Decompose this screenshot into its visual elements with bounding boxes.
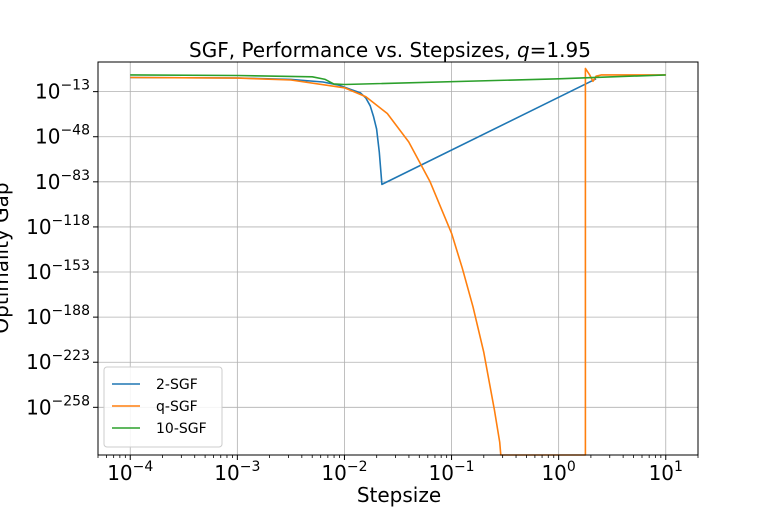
y-tick-base: 10 — [26, 260, 51, 284]
x-tick-base: 10 — [214, 461, 239, 485]
y-tick-exponent: −153 — [52, 258, 90, 274]
x-tick-base: 10 — [541, 461, 566, 485]
y-tick-base: 10 — [26, 395, 51, 419]
y-axis-label: Optimality Gap — [0, 182, 13, 333]
y-tick-label: 10−83 — [35, 168, 90, 194]
legend-label-10-sgf: 10-SGF — [156, 421, 207, 437]
chart-title-q-value: =1.95 — [530, 38, 591, 62]
x-tick-exponent: −3 — [240, 459, 261, 475]
y-tick-base: 10 — [35, 80, 60, 104]
series-line-2-sgf — [130, 76, 597, 186]
y-tick-base: 10 — [26, 350, 51, 374]
x-tick-exponent: −1 — [454, 459, 475, 475]
x-tick-base: 10 — [649, 461, 674, 485]
legend: 2-SGF q-SGF 10-SGF — [103, 366, 223, 448]
y-tick-exponent: −188 — [52, 303, 90, 319]
x-tick-exponent: −4 — [133, 459, 154, 475]
x-tick-label: 10−4 — [107, 459, 153, 485]
legend-label-q-sgf: q-SGF — [156, 399, 198, 415]
x-axis-label: Stepsize — [357, 483, 441, 507]
x-tick-base: 10 — [107, 461, 132, 485]
series-layer — [130, 67, 666, 456]
x-tick-label: 10−1 — [429, 459, 475, 485]
legend-label-2-sgf: 2-SGF — [156, 377, 198, 393]
y-tick-exponent: −83 — [60, 168, 90, 184]
y-tick-label: 10−48 — [35, 123, 90, 149]
grid-layer — [98, 62, 698, 455]
y-tick-label: 10−13 — [35, 78, 90, 104]
chart-title-q-symbol: q — [517, 38, 530, 62]
x-tick-label: 100 — [541, 459, 575, 485]
plot-frame — [97, 61, 699, 456]
series-line-10-sgf — [130, 74, 666, 86]
x-tick-exponent: 1 — [674, 459, 683, 475]
x-tick-exponent: 0 — [567, 459, 576, 475]
x-tick-exponent: −2 — [347, 459, 368, 475]
legend-box — [103, 366, 223, 448]
y-tick-label: 10−223 — [26, 348, 90, 374]
tick-layer: 10−4 10−3 10−2 10−1 100 10110−1310−4810−8310−… — [26, 78, 699, 485]
y-tick-base: 10 — [26, 215, 51, 239]
y-tick-exponent: −13 — [60, 78, 90, 94]
y-tick-exponent: −48 — [60, 123, 90, 139]
y-tick-label: 10−258 — [26, 393, 90, 419]
y-tick-exponent: −118 — [52, 213, 90, 229]
x-tick-label: 10−2 — [321, 459, 367, 485]
y-tick-base: 10 — [26, 305, 51, 329]
y-tick-exponent: −223 — [52, 348, 90, 364]
y-tick-label: 10−118 — [26, 213, 90, 239]
x-tick-base: 10 — [321, 461, 346, 485]
x-tick-base: 10 — [429, 461, 454, 485]
chart-title: SGF, Performance vs. Stepsizes, q=1.95 — [189, 38, 591, 62]
chart-title-text: SGF, Performance vs. Stepsizes, — [189, 38, 517, 62]
x-tick-label: 101 — [649, 459, 683, 485]
y-tick-label: 10−188 — [26, 303, 90, 329]
y-tick-base: 10 — [35, 125, 60, 149]
y-tick-base: 10 — [35, 170, 60, 194]
y-tick-exponent: −258 — [52, 393, 90, 409]
x-tick-label: 10−3 — [214, 459, 260, 485]
y-tick-label: 10−153 — [26, 258, 90, 284]
